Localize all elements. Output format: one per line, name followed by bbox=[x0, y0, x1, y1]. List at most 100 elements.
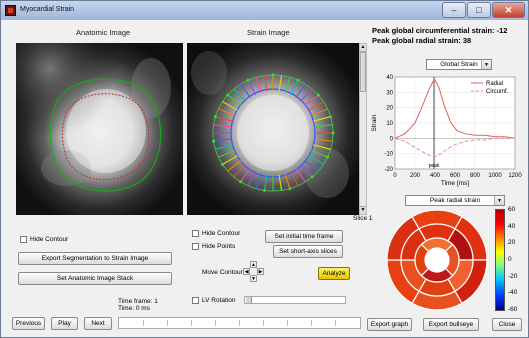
strain-vector bbox=[227, 94, 242, 106]
bullseye-apex bbox=[424, 247, 450, 273]
checkbox-box[interactable] bbox=[192, 230, 199, 237]
lv-rotation-checkbox[interactable]: LV Rotation bbox=[192, 297, 235, 304]
strain-vector bbox=[300, 164, 313, 178]
chevron-down-icon: ▼ bbox=[494, 196, 504, 205]
strain-type-select[interactable]: Global Strain ▼ bbox=[426, 59, 492, 70]
strain-image-view[interactable] bbox=[187, 43, 359, 215]
time-slider-tick bbox=[335, 320, 336, 326]
time-label: Time: 0 ms bbox=[118, 305, 150, 312]
tracking-point bbox=[329, 115, 333, 119]
strain-vector bbox=[278, 75, 283, 92]
export-segmentation-button[interactable]: Export Segmentation to Strain Image bbox=[18, 252, 172, 265]
title-bar: Myocardial Strain – □ ✕ bbox=[1, 1, 528, 20]
hide-contour-checkbox-left[interactable]: Hide Contour bbox=[20, 236, 68, 243]
hide-contour-label: Hide Contour bbox=[30, 236, 69, 243]
tracking-point bbox=[262, 188, 266, 192]
minimize-button[interactable]: – bbox=[442, 2, 466, 18]
strain-vector bbox=[218, 149, 236, 158]
tracking-point bbox=[239, 180, 243, 184]
tracking-point bbox=[246, 78, 250, 82]
strain-vector bbox=[255, 173, 262, 189]
strain-vector bbox=[310, 108, 328, 117]
peak-marker-label: peak bbox=[429, 163, 440, 169]
y-tick-label: 40 bbox=[386, 75, 393, 81]
time-slider-tick bbox=[287, 320, 288, 326]
export-bullseye-button[interactable]: Export bullseye bbox=[423, 318, 479, 331]
strain-vector bbox=[240, 83, 251, 98]
play-button[interactable]: Play bbox=[51, 317, 78, 330]
strain-vector bbox=[304, 94, 319, 106]
anatomic-image-view[interactable] bbox=[16, 43, 183, 215]
colorbar-tick-label: -20 bbox=[508, 272, 518, 280]
colorbar-tick-label: -60 bbox=[508, 306, 518, 313]
strain-vector bbox=[240, 168, 251, 183]
hide-contour-checkbox-mid[interactable]: Hide Contour bbox=[192, 230, 240, 237]
tracking-point bbox=[331, 131, 335, 135]
y-tick-label: 30 bbox=[386, 90, 393, 96]
tracking-point bbox=[288, 187, 292, 191]
tracking-point bbox=[316, 93, 320, 97]
strain-vector bbox=[304, 160, 319, 172]
move-contour-label: Move Contour bbox=[202, 269, 243, 276]
time-slider-tick bbox=[239, 320, 240, 326]
time-slider-tick bbox=[143, 320, 144, 326]
strain-vector-field bbox=[212, 73, 335, 192]
legend-label: Radial bbox=[486, 81, 503, 87]
close-window-button[interactable]: ✕ bbox=[492, 2, 525, 18]
strain-vector bbox=[289, 170, 299, 187]
checkbox-box[interactable] bbox=[192, 243, 199, 250]
strain-vector bbox=[289, 79, 299, 96]
strain-vector bbox=[313, 116, 331, 122]
tracking-point bbox=[221, 162, 225, 166]
hide-points-checkbox[interactable]: Hide Points bbox=[192, 243, 235, 250]
window-title: Myocardial Strain bbox=[20, 6, 75, 13]
checkbox-box[interactable] bbox=[20, 236, 27, 243]
move-left-button[interactable]: ◀ bbox=[243, 268, 250, 275]
next-button[interactable]: Next bbox=[84, 317, 112, 330]
slider-thumb[interactable] bbox=[246, 297, 252, 303]
chevron-down-icon: ▼ bbox=[481, 60, 491, 69]
maximize-button[interactable]: □ bbox=[467, 2, 491, 18]
checkbox-box[interactable] bbox=[192, 297, 199, 304]
x-tick-label: 400 bbox=[430, 173, 441, 179]
strain-vector bbox=[222, 155, 238, 165]
lv-rotation-slider[interactable] bbox=[244, 296, 346, 304]
colorbar-tick-label: 60 bbox=[508, 206, 516, 213]
close-button[interactable]: Close bbox=[492, 318, 522, 331]
y-tick-label: 10 bbox=[386, 121, 393, 127]
hide-points-label: Hide Points bbox=[202, 243, 236, 250]
tracking-point bbox=[296, 78, 300, 82]
tracking-point bbox=[213, 115, 217, 119]
analyze-button[interactable]: Analyze bbox=[318, 267, 350, 280]
bullseye-type-select[interactable]: Peak radial strain ▼ bbox=[405, 195, 505, 206]
strain-vector bbox=[314, 138, 333, 142]
anatomic-image-svg bbox=[16, 43, 183, 215]
colorbar-tick-label: -40 bbox=[508, 289, 518, 297]
peak-radial-text: Peak global radial strain: 38 bbox=[372, 36, 472, 45]
strain-chart: 0 200 400 600 800 1000 1200 -20 -10 0 10 20 30 40 peak… bbox=[371, 75, 522, 187]
move-up-button[interactable]: ▲ bbox=[250, 261, 257, 268]
previous-button[interactable]: Previous bbox=[12, 317, 45, 330]
time-slider-tick bbox=[215, 320, 216, 326]
move-down-button[interactable]: ▼ bbox=[250, 275, 257, 282]
slice-scrollbar[interactable]: ▲ ▼ bbox=[359, 43, 367, 215]
strain-vector bbox=[308, 101, 324, 111]
export-graph-button[interactable]: Export graph bbox=[367, 318, 412, 331]
time-frame-label: Time frame: 1 bbox=[118, 298, 158, 305]
strain-vector bbox=[218, 108, 236, 117]
strain-vector bbox=[227, 160, 242, 172]
strain-vector bbox=[284, 173, 291, 189]
series-line-radial bbox=[394, 79, 516, 139]
time-slider[interactable] bbox=[118, 317, 361, 329]
x-tick-label: 600 bbox=[450, 173, 461, 179]
set-anatomic-stack-button[interactable]: Set Anatomic Image Stack bbox=[18, 272, 172, 285]
time-slider-tick bbox=[167, 320, 168, 326]
app-icon bbox=[5, 5, 16, 16]
move-right-button[interactable]: ▶ bbox=[257, 268, 264, 275]
x-tick-label: 1200 bbox=[508, 173, 522, 179]
bullseye-type-value: Peak radial strain bbox=[429, 197, 481, 204]
set-initial-time-frame-button[interactable]: Set initial time frame bbox=[265, 230, 343, 243]
slice-label: Slice 1 bbox=[353, 215, 373, 222]
set-short-axis-slices-button[interactable]: Set short-axis slices bbox=[273, 245, 343, 258]
